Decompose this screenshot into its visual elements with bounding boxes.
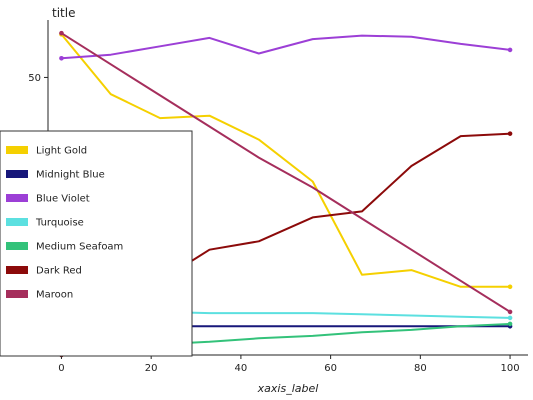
legend-label-medium-seafoam: Medium Seafoam bbox=[36, 242, 123, 253]
series-point-light-gold-end bbox=[507, 284, 513, 290]
legend-swatch-blue-violet bbox=[6, 194, 28, 202]
legend-swatch-medium-seafoam bbox=[6, 242, 28, 250]
legend-label-light-gold: Light Gold bbox=[36, 146, 87, 157]
legend-swatch-maroon bbox=[6, 290, 28, 298]
legend-box bbox=[0, 130, 193, 357]
x-tick-label: 20 bbox=[145, 363, 158, 374]
legend-items: Light Gold Midnight Blue Blue Violet Turquo… bbox=[6, 146, 123, 301]
series-point-turquoise-end bbox=[507, 315, 513, 321]
legend-swatch-midnight-blue bbox=[6, 170, 28, 178]
y-tick-label: 50 bbox=[28, 73, 41, 84]
x-tick-label: 100 bbox=[501, 363, 520, 374]
x-tick-label: 80 bbox=[414, 363, 427, 374]
legend-swatch-turquoise bbox=[6, 218, 28, 226]
series-point-blue-violet-start bbox=[59, 55, 64, 61]
legend-label-dark-red: Dark Red bbox=[36, 266, 82, 277]
series-point-medium-seafoam-end bbox=[507, 321, 513, 327]
series-line-blue-violet bbox=[60, 34, 512, 60]
x-tick-label: 60 bbox=[324, 363, 337, 374]
legend-swatch-dark-red bbox=[6, 266, 28, 274]
legend-label-midnight-blue: Midnight Blue bbox=[36, 170, 105, 181]
chart-title: title bbox=[52, 6, 75, 20]
series-line-light-gold bbox=[60, 33, 512, 288]
series-point-maroon-start bbox=[59, 30, 64, 36]
x-tick-label: 40 bbox=[235, 363, 248, 374]
series-point-dark-red-end bbox=[507, 131, 513, 136]
legend: Light Gold Midnight Blue Blue Violet Turquo… bbox=[0, 130, 193, 357]
x-tick-label: 0 bbox=[58, 363, 64, 374]
x-axis-title: xaxis_label bbox=[257, 382, 319, 395]
series-line-maroon bbox=[60, 32, 512, 313]
legend-label-turquoise: Turquoise bbox=[35, 218, 84, 229]
legend-swatch-light-gold bbox=[6, 146, 28, 154]
series-point-blue-violet-end bbox=[507, 47, 513, 53]
legend-label-maroon: Maroon bbox=[36, 290, 73, 301]
legend-label-blue-violet: Blue Violet bbox=[36, 194, 90, 205]
series-point-maroon-end bbox=[507, 309, 513, 315]
